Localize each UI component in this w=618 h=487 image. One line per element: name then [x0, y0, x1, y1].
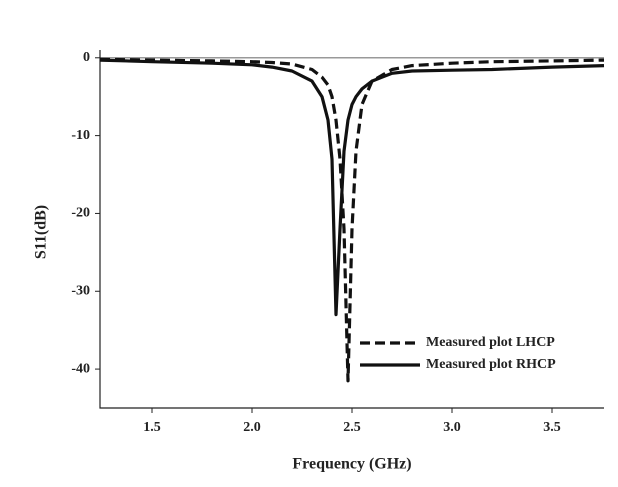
x-tick-label: 3.0: [443, 420, 461, 435]
y-tick-label: 0: [83, 50, 90, 65]
y-tick-label: -40: [71, 361, 90, 376]
legend-label: Measured plot LHCP: [426, 335, 555, 350]
y-axis-label: S11(dB): [33, 205, 50, 259]
y-tick-label: -20: [71, 206, 90, 221]
x-tick-label: 2.0: [243, 420, 261, 435]
y-tick-label: -10: [71, 128, 90, 143]
x-tick-label: 2.5: [343, 420, 361, 435]
legend-label: Measured plot RHCP: [426, 357, 556, 372]
x-axis-label: Frequency (GHz): [292, 456, 411, 473]
x-tick-label: 1.5: [143, 420, 161, 435]
y-tick-label: -30: [71, 283, 90, 298]
x-tick-label: 3.5: [543, 420, 561, 435]
line-series: [99, 58, 605, 317]
axes: [99, 50, 604, 409]
